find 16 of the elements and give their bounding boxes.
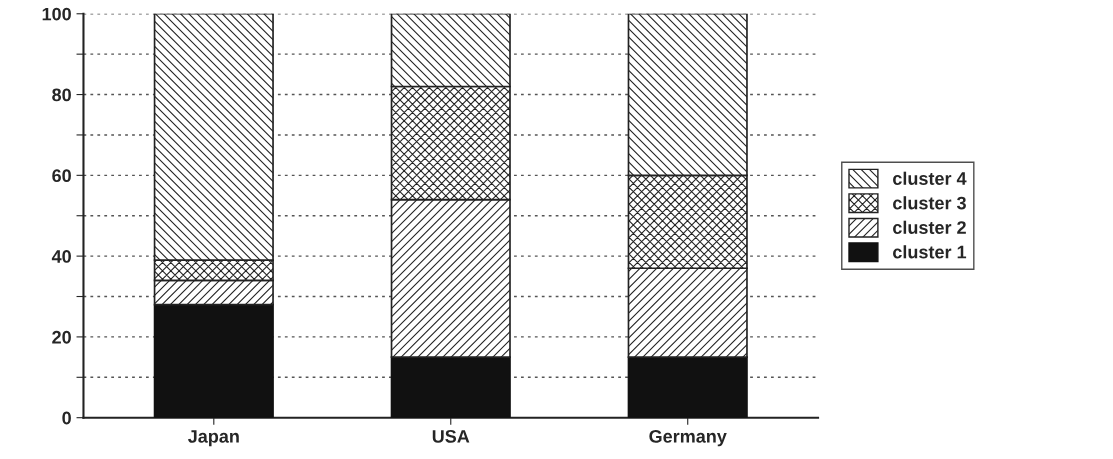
- bar: [627, 356, 748, 418]
- legend-label: cluster 3: [893, 196, 966, 210]
- x-tick-label: Japan: [187, 430, 239, 447]
- y-tick-label: 60: [52, 169, 71, 183]
- y-tick-label: 20: [52, 330, 71, 344]
- legend-label: cluster 2: [893, 220, 966, 234]
- x-tick-label: USA: [432, 429, 470, 443]
- y-tick-label: 100: [42, 7, 71, 21]
- y-tick-label: 0: [62, 411, 71, 425]
- legend-label: cluster 1: [893, 245, 967, 259]
- x-tick-label: Germany: [649, 429, 727, 447]
- bar: [153, 303, 274, 418]
- y-tick-label: 40: [51, 250, 71, 263]
- bar: [390, 356, 511, 418]
- legend-label: cluster 4: [893, 171, 967, 185]
- y-tick-label: 80: [52, 88, 71, 102]
